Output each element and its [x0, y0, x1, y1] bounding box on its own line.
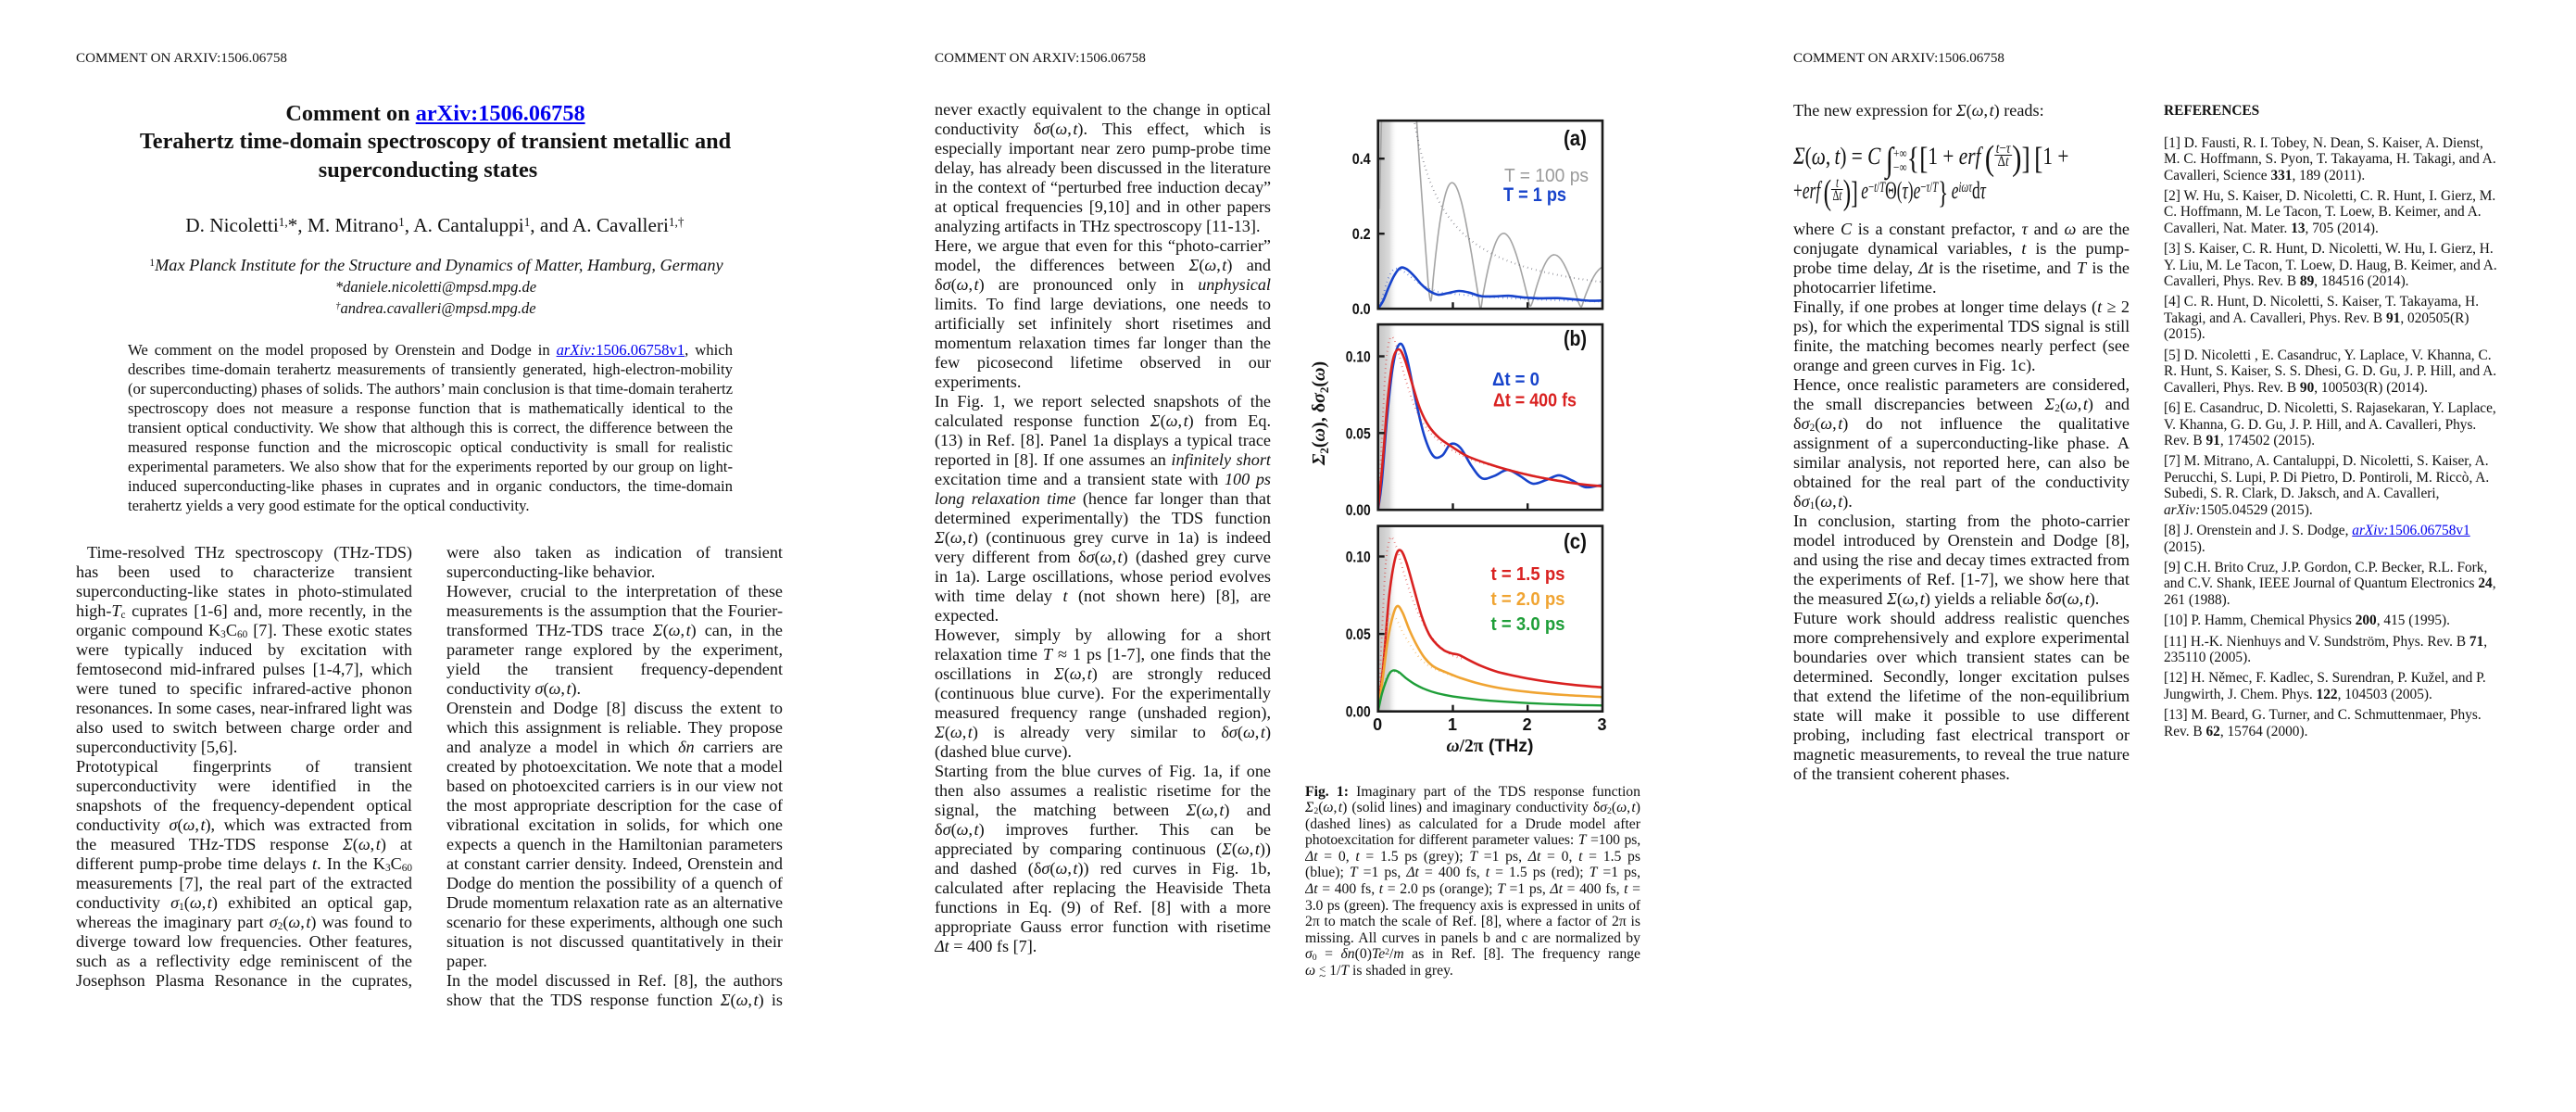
svg-text:0.0: 0.0: [1352, 300, 1371, 318]
svg-text:0.4: 0.4: [1352, 150, 1371, 168]
svg-text:Σ2(ω), δσ2(ω): Σ2(ω), δσ2(ω): [1309, 361, 1331, 466]
svg-text:0: 0: [1373, 715, 1382, 734]
svg-text:Δt = 400 fs: Δt = 400 fs: [1493, 391, 1577, 411]
svg-text:0.05: 0.05: [1346, 626, 1371, 643]
svg-text:t = 3.0 ps: t = 3.0 ps: [1491, 614, 1565, 635]
svg-text:t = 2.0 ps: t = 2.0 ps: [1491, 589, 1565, 610]
svg-text:(b): (b): [1564, 326, 1587, 350]
svg-text:ω/2π (THz): ω/2π (THz): [1446, 736, 1533, 756]
svg-text:1: 1: [1448, 715, 1457, 734]
svg-text:(a): (a): [1564, 126, 1587, 150]
svg-text:0.10: 0.10: [1346, 549, 1371, 566]
svg-text:3: 3: [1597, 715, 1606, 734]
svg-text:0.2: 0.2: [1352, 225, 1371, 243]
svg-text:0.10: 0.10: [1346, 348, 1371, 366]
svg-text:2: 2: [1523, 715, 1532, 734]
svg-text:t = 1.5 ps: t = 1.5 ps: [1491, 564, 1565, 585]
svg-text:0.00: 0.00: [1346, 703, 1371, 721]
svg-text:T = 1 ps: T = 1 ps: [1503, 184, 1566, 206]
svg-text:(c): (c): [1564, 529, 1587, 553]
svg-text:0.00: 0.00: [1346, 501, 1371, 519]
svg-text:Δt = 0: Δt = 0: [1492, 370, 1539, 390]
svg-text:T = 100 ps: T = 100 ps: [1504, 166, 1589, 186]
svg-text:0.05: 0.05: [1346, 424, 1371, 442]
